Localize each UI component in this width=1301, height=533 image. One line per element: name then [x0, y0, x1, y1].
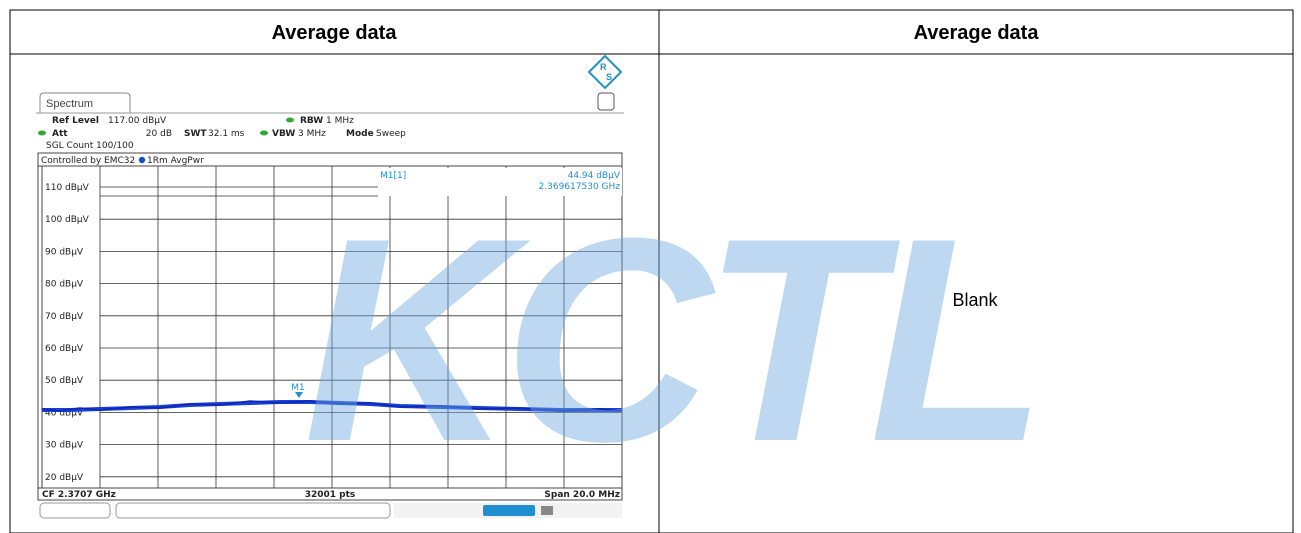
mode-label: Mode: [346, 129, 374, 139]
rbw: 1 MHz: [326, 116, 354, 126]
sgl-count: SGL Count 100/100: [46, 141, 134, 151]
spectrum-screenshot: R S Spectrum Ref Level 117.00 dBµV RBW 1…: [36, 54, 624, 519]
marker-label: M1: [291, 383, 305, 393]
y-tick-label: 50 dBµV: [45, 376, 84, 386]
icon-button: [597, 92, 615, 111]
controlled-by: Controlled by EMC32: [41, 156, 135, 166]
trace-dot: [138, 156, 146, 164]
status-icon: [541, 506, 553, 515]
tab-label: Spectrum: [46, 98, 93, 110]
dot: [260, 130, 268, 136]
watermark: KCTL: [303, 178, 1036, 502]
ref-level-label: Ref Level: [52, 116, 99, 126]
y-tick-label: 30 dBµV: [45, 441, 84, 451]
status-box: [39, 502, 111, 519]
header-cell: Average data: [914, 22, 1040, 44]
trace-label: 1Rm AvgPwr: [147, 156, 204, 166]
marker-freq: 2.369617530 GHz: [539, 182, 621, 192]
trace-noise: [41, 400, 623, 412]
rs-logo-s: S: [606, 72, 612, 82]
y-tick-label: 100 dBµV: [45, 215, 90, 225]
y-tick-label: 90 dBµV: [45, 247, 84, 257]
att-label: Att: [52, 129, 68, 139]
mode: Sweep: [376, 129, 406, 139]
table-border: [9, 9, 1294, 533]
y-tick-label: 80 dBµV: [45, 280, 84, 290]
status-box: [115, 502, 391, 519]
grid: 110 dBµV 100 dBµV 90 dBµV 80 dBµV 70 dBµV 60 …: [45, 166, 622, 488]
y-tick-label: 40 dBµV: [45, 408, 84, 418]
progress: [483, 505, 535, 516]
marker-triangle: [295, 392, 303, 398]
rbw-label: RBW: [300, 116, 323, 126]
rs-logo: [587, 54, 623, 90]
att: 20 dB: [146, 129, 172, 139]
marker-readout: M1[1]: [380, 171, 406, 181]
marker-level: 44.94 dBµV: [568, 171, 621, 181]
points: 32001 pts: [305, 490, 356, 500]
vbw: 3 MHz: [298, 129, 326, 139]
tab: [39, 92, 131, 113]
dot: [38, 130, 46, 136]
graph-frame: [37, 152, 623, 501]
center-freq: CF 2.3707 GHz: [42, 490, 116, 500]
dot: [286, 117, 294, 123]
y-tick-label: 20 dBµV: [45, 473, 84, 483]
ref-level: 117.00 dBµV: [108, 116, 167, 126]
y-tick-label: 70 dBµV: [45, 312, 84, 322]
blank-cell: Blank: [952, 290, 998, 310]
y-tick-label: 110 dBµV: [45, 183, 90, 193]
span: Span 20.0 MHz: [544, 490, 620, 500]
y-tick-label: 60 dBµV: [45, 344, 84, 354]
vbw-label: VBW: [272, 129, 295, 139]
header-cell: Average data: [272, 22, 398, 44]
marker-box: [378, 168, 622, 196]
rs-logo-r: R: [600, 62, 607, 72]
swt-label: SWT: [184, 129, 207, 139]
swt: 32.1 ms: [208, 129, 245, 139]
